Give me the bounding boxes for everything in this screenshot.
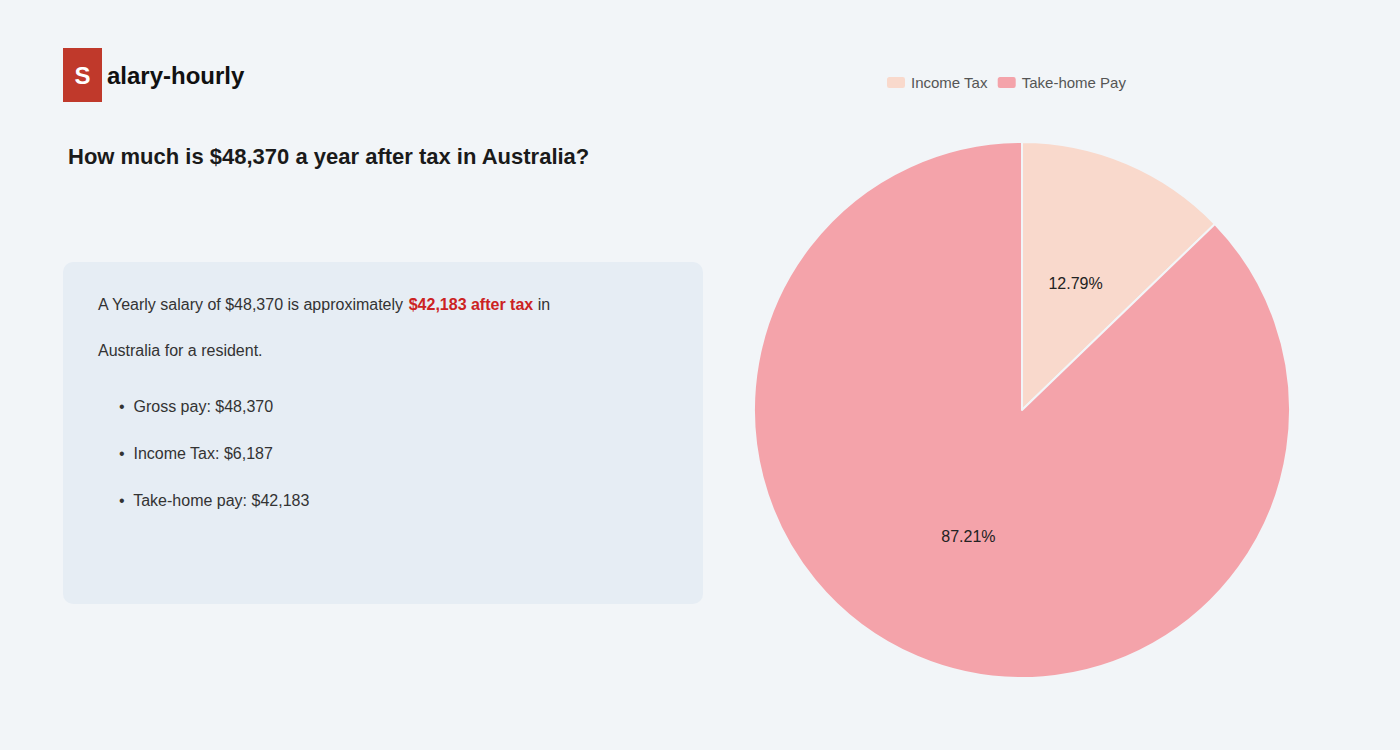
- svg-text:Australia for a resident.: Australia for a resident.: [98, 342, 263, 359]
- svg-text:in: in: [533, 296, 550, 313]
- svg-text:87.21%: 87.21%: [941, 528, 995, 545]
- svg-text:• Income Tax: $6,187: • Income Tax: $6,187: [119, 445, 273, 462]
- svg-text:12.79%: 12.79%: [1048, 275, 1102, 292]
- svg-text:A Yearly salary of $48,370 is: A Yearly salary of $48,370 is approximat…: [98, 296, 408, 313]
- svg-text:• Take-home pay: $42,183: • Take-home pay: $42,183: [119, 492, 309, 509]
- svg-text:• Gross pay: $48,370: • Gross pay: $48,370: [119, 398, 273, 415]
- svg-text:Take-home Pay: Take-home Pay: [1022, 74, 1127, 91]
- svg-text:Income Tax: Income Tax: [911, 74, 988, 91]
- svg-text:How much is $48,370 a year aft: How much is $48,370 a year after tax in …: [68, 144, 589, 169]
- svg-text:$42,183 after tax: $42,183 after tax: [409, 296, 534, 313]
- svg-text:alary-hourly: alary-hourly: [107, 62, 245, 89]
- svg-text:S: S: [74, 62, 90, 89]
